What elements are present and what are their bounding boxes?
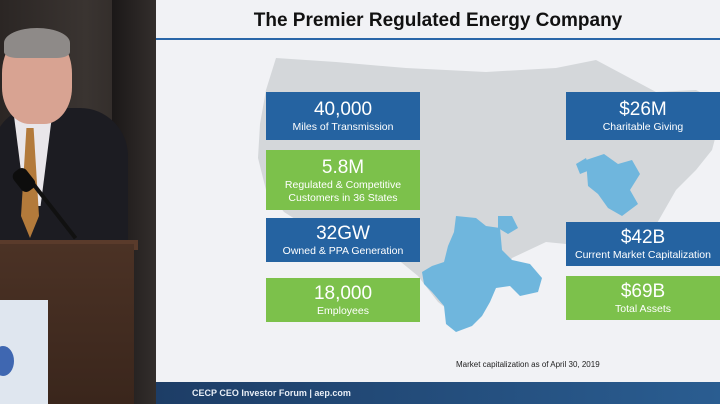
stat-value: $69B	[620, 281, 666, 302]
stat-value: 18,000	[313, 283, 373, 304]
stat-card-customers: 5.8M Regulated & Competitive Customers i…	[266, 150, 420, 210]
service-area-texas-oklahoma	[422, 216, 542, 332]
stat-card-transmission: 40,000 Miles of Transmission	[266, 92, 420, 140]
market-cap-footnote: Market capitalization as of April 30, 20…	[456, 360, 600, 369]
speaker-video-area	[0, 0, 156, 404]
stat-label: Regulated & Competitive Customers in 36 …	[284, 179, 402, 204]
title-divider	[156, 38, 720, 40]
stat-label: Current Market Capitalization	[575, 249, 711, 261]
stat-value: 32GW	[316, 223, 370, 244]
slide-title: The Premier Regulated Energy Company	[253, 10, 623, 31]
stat-card-total-assets: $69B Total Assets	[566, 276, 720, 320]
stat-label: Owned & PPA Generation	[282, 245, 404, 257]
stat-value: $42B	[620, 227, 666, 248]
stat-value: 5.8M	[321, 157, 365, 178]
stat-card-employees: 18,000 Employees	[266, 278, 420, 322]
stat-label: Miles of Transmission	[292, 121, 394, 133]
stat-label: Charitable Giving	[602, 121, 684, 133]
stat-label: Employees	[317, 305, 369, 317]
speaker-hair	[4, 28, 70, 58]
presentation-slide: The Premier Regulated Energy Company 40,…	[156, 0, 720, 404]
stat-card-charitable-giving: $26M Charitable Giving	[566, 92, 720, 140]
stat-value: $26M	[619, 99, 667, 120]
footer-text: CECP CEO Investor Forum | aep.com	[192, 388, 351, 398]
stat-label: Total Assets	[614, 303, 672, 315]
stat-value: 40,000	[313, 99, 373, 120]
podium-logo-icon	[0, 346, 14, 376]
slide-footer-bar: CECP CEO Investor Forum | aep.com	[156, 382, 720, 404]
us-service-territory-map	[258, 58, 720, 332]
stat-card-generation: 32GW Owned & PPA Generation	[266, 218, 420, 262]
stat-card-market-cap: $42B Current Market Capitalization	[566, 222, 720, 266]
